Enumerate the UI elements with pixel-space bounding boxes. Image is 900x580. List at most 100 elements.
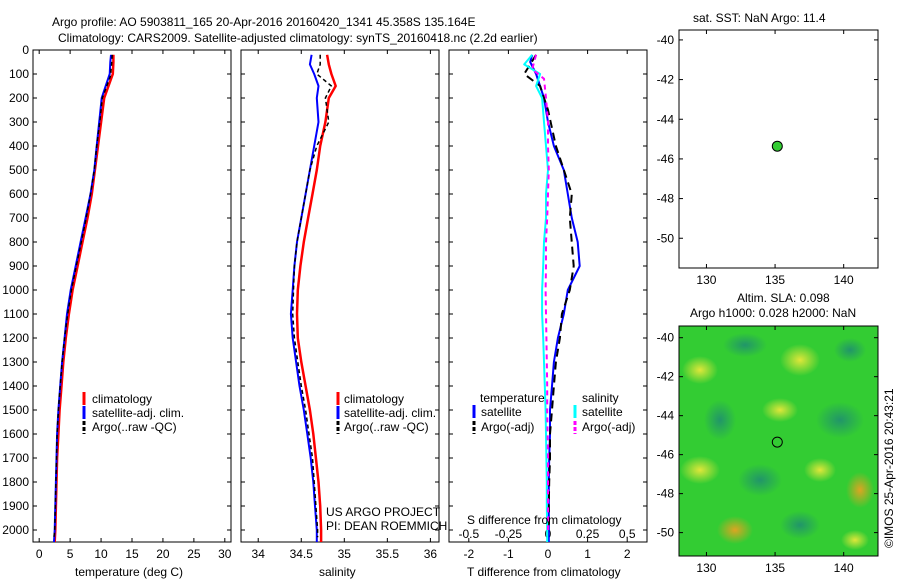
salinity-profile-lines <box>289 54 337 542</box>
map-x-tick-label: 130 <box>696 273 716 287</box>
x-tick-label: 2 <box>624 547 631 561</box>
map-y-tick-label: -46 <box>657 448 675 462</box>
map-y-tick-label: -44 <box>657 112 675 126</box>
temperature-profile-lines <box>53 54 115 542</box>
x-tick-label: 25 <box>187 547 201 561</box>
x-tick-label: 35.5 <box>376 547 400 561</box>
map-y-tick-label: -48 <box>657 487 675 501</box>
difference-profile-lines <box>523 54 581 542</box>
salinity-panel <box>240 49 440 543</box>
x-tick-label: 36 <box>424 547 438 561</box>
imos-credit: ©IMOS 25-Apr-2016 20:43:21 <box>882 388 896 548</box>
x-tick-label: 20 <box>156 547 170 561</box>
x-tick-label: 15 <box>125 547 139 561</box>
difference-legend: temperature salinity satellite Argo(-adj… <box>472 391 635 434</box>
x-tick-label: 5 <box>67 547 74 561</box>
y-tick-label: 700 <box>9 211 29 225</box>
legend-argo-sd: Argo(-adj) <box>582 420 635 434</box>
x-tick-label: 35 <box>338 547 352 561</box>
legend-satellite-t: satellite-adj. clim. <box>92 406 184 420</box>
map-x-tick-label: 140 <box>834 561 854 575</box>
x-tick-label: 34.5 <box>290 547 314 561</box>
y-tick-label: 2000 <box>2 523 29 537</box>
y-tick-label: 1500 <box>2 403 29 417</box>
legend-climatology-s: climatology <box>344 392 404 406</box>
temperature-legend: climatology satellite-adj. clim. Argo(..… <box>82 392 184 434</box>
y-tick-label: 1000 <box>2 283 29 297</box>
y-tick-label: 0 <box>22 43 29 57</box>
legend-satellite-sd: satellite <box>582 405 623 419</box>
difference-top-label: S difference from climatology <box>467 513 622 527</box>
legend-argo-td: Argo(-adj) <box>481 420 534 434</box>
figure-title-line1: Argo profile: AO 5903811_165 20-Apr-2016… <box>52 15 475 29</box>
y-tick-label: 500 <box>9 163 29 177</box>
x-tick-label: 1 <box>584 547 591 561</box>
legend-climatology-t: climatology <box>92 392 152 406</box>
series-line-argo-adj- <box>531 54 550 530</box>
altimetry-map-ticks: -40 -42 -44 -46 -48 -50 130 135 140 <box>657 326 878 575</box>
y-tick-label: 600 <box>9 187 29 201</box>
x-tick-label: -1 <box>503 547 514 561</box>
y-tick-label: 400 <box>9 139 29 153</box>
legend-satellite-s: satellite-adj. clim. <box>344 406 436 420</box>
sst-map-panel <box>678 29 879 269</box>
map-y-tick-label: -40 <box>657 331 675 345</box>
y-tick-label: 1600 <box>2 427 29 441</box>
y-tick-label: 1300 <box>2 355 29 369</box>
y-tick-label: 100 <box>9 67 29 81</box>
s-diff-tick-label: 0.5 <box>619 527 636 541</box>
y-tick-label: 900 <box>9 259 29 273</box>
difference-axis-ticks: -2 -1 0 1 2-0.5 -0.25 0 0.25 0.5 <box>449 49 647 561</box>
salinity-axis-ticks: 34 34.5 35 35.5 36 <box>241 49 439 561</box>
x-tick-label: 0 <box>36 547 43 561</box>
series-line-satellite <box>529 54 581 542</box>
y-tick-label: 1900 <box>2 499 29 513</box>
legend-header-temperature: temperature <box>480 391 545 405</box>
legend-argo-t: Argo(..raw -QC) <box>92 420 177 434</box>
altimetry-title-line2: Argo h1000: 0.028 h2000: NaN <box>690 306 856 320</box>
series-line-satellite <box>523 54 549 542</box>
series-line-satellite-adj-clim- <box>53 54 112 542</box>
legend-header-salinity: salinity <box>582 391 619 405</box>
difference-x-label: T difference from climatology <box>467 565 621 579</box>
x-tick-label: 0 <box>545 547 552 561</box>
y-tick-label: 800 <box>9 235 29 249</box>
map-y-tick-label: -42 <box>657 73 675 87</box>
s-diff-tick-label: 0.25 <box>576 527 600 541</box>
x-tick-label: 30 <box>218 547 232 561</box>
map-x-tick-label: 135 <box>765 273 785 287</box>
sst-map-title: sat. SST: NaN Argo: 11.4 <box>693 11 826 25</box>
y-tick-label: 1400 <box>2 379 29 393</box>
s-diff-tick-label: -0.5 <box>458 527 479 541</box>
s-diff-tick-label: -0.25 <box>495 527 523 541</box>
altimetry-float-marker <box>771 436 783 448</box>
series-line-climatology <box>295 54 337 542</box>
x-tick-label: -2 <box>463 547 474 561</box>
map-y-tick-label: -48 <box>657 192 675 206</box>
altimetry-map-panel <box>678 325 879 557</box>
map-y-tick-label: -42 <box>657 370 675 384</box>
figure-title-line2: Climatology: CARS2009. Satellite-adjuste… <box>58 31 538 45</box>
series-line-satellite-adj-clim- <box>289 54 320 542</box>
y-tick-label: 1800 <box>2 475 29 489</box>
map-x-tick-label: 135 <box>765 561 785 575</box>
altimetry-field <box>679 326 878 556</box>
series-line-argo-raw-qc- <box>291 54 333 538</box>
map-x-tick-label: 140 <box>834 273 854 287</box>
series-line-argo-adj- <box>523 54 575 530</box>
map-y-tick-label: -50 <box>657 526 675 540</box>
temperature-panel <box>32 49 232 543</box>
map-y-tick-label: -50 <box>657 231 675 245</box>
pi-label: PI: DEAN ROEMMICH <box>326 519 447 533</box>
salinity-legend: climatology satellite-adj. clim. Argo(..… <box>336 392 436 434</box>
altimetry-title-line1: Altim. SLA: 0.098 <box>737 291 830 305</box>
series-line-argo-raw-qc- <box>53 54 113 538</box>
salinity-x-label: salinity <box>319 565 356 579</box>
x-tick-label: 10 <box>94 547 108 561</box>
map-y-tick-label: -40 <box>657 33 675 47</box>
series-line-climatology <box>53 54 115 542</box>
legend-argo-s: Argo(..raw -QC) <box>344 420 429 434</box>
sst-float-marker <box>771 140 783 152</box>
y-tick-label: 1100 <box>3 307 29 321</box>
